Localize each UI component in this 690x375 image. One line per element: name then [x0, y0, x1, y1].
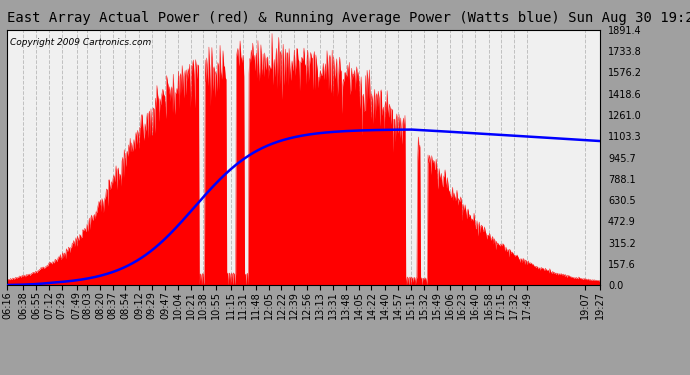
Text: East Array Actual Power (red) & Running Average Power (Watts blue) Sun Aug 30 19: East Array Actual Power (red) & Running … [7, 11, 690, 25]
Text: Copyright 2009 Cartronics.com: Copyright 2009 Cartronics.com [10, 38, 151, 46]
